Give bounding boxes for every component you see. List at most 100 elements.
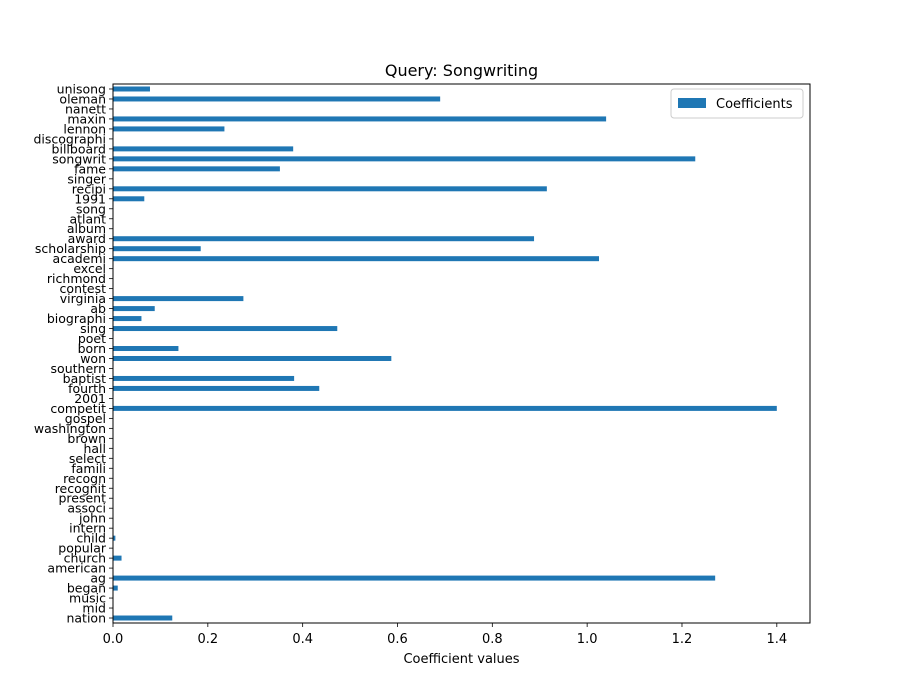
y-tick-label: oleman <box>59 91 106 106</box>
bar-nation <box>113 615 173 621</box>
plot-frame <box>112 83 811 624</box>
bar-ab <box>113 306 155 312</box>
y-tick-label: washington <box>34 421 106 436</box>
x-tick-label: 0.0 <box>103 632 124 647</box>
bar-sing <box>113 326 338 332</box>
bar-lennon <box>113 126 225 132</box>
legend: Coefficients <box>670 88 804 119</box>
bar-won <box>113 355 392 361</box>
bar-church <box>113 555 122 561</box>
x-tick-label: 1.4 <box>766 632 787 647</box>
bar-fourth <box>113 385 320 391</box>
y-tick-label: fourth <box>68 381 106 396</box>
y-tick-label: excel <box>73 261 106 276</box>
bar-unisong <box>113 86 150 92</box>
y-tick-label: popular <box>58 541 107 556</box>
bar-academi <box>113 256 600 262</box>
legend-swatch <box>678 98 706 108</box>
x-tick-label: 0.6 <box>387 632 408 647</box>
y-tick-label: discographi <box>33 131 106 146</box>
y-tick-label: unisong <box>57 81 106 96</box>
y-tick-label: american <box>47 561 106 576</box>
y-tick-label: biographi <box>47 311 106 326</box>
x-tick-label: 0.2 <box>197 632 218 647</box>
y-tick-label: won <box>80 351 106 366</box>
plot-area <box>113 84 810 623</box>
y-tick-label: academi <box>53 251 106 266</box>
y-tick-label: recognit <box>55 481 106 496</box>
bar-billboard <box>113 146 294 152</box>
y-tick-label: gospel <box>65 411 106 426</box>
y-tick-label: church <box>64 551 106 566</box>
x-tick-label: 1.2 <box>672 632 693 647</box>
y-tick-label: southern <box>51 361 106 376</box>
y-tick-label: singer <box>67 171 107 186</box>
bar-baptist <box>113 375 295 381</box>
bar-biographi <box>113 316 142 322</box>
y-tick-label: famili <box>71 461 106 476</box>
x-tick-label: 1.0 <box>577 632 598 647</box>
bar-ag <box>113 575 716 581</box>
y-tick-label: 1991 <box>74 191 106 206</box>
bar-born <box>113 346 179 352</box>
y-tick-label: poet <box>78 331 106 346</box>
y-tick-label: lennon <box>63 121 106 136</box>
bar-fame <box>113 166 280 172</box>
y-tick-label: ag <box>90 571 106 586</box>
y-tick-label: ab <box>90 301 106 316</box>
bar-began <box>113 585 118 591</box>
y-tick-label: maxin <box>67 111 106 126</box>
y-tick-label: john <box>78 511 106 526</box>
bar-recipi <box>113 186 547 192</box>
y-tick-label: award <box>68 231 106 246</box>
legend-label: Coefficients <box>716 97 793 112</box>
y-tick-label: fame <box>74 161 106 176</box>
y-tick-label: select <box>69 451 106 466</box>
bar-scholarship <box>113 246 201 252</box>
y-tick-label: contest <box>60 281 107 296</box>
y-tick-label: billboard <box>52 141 106 156</box>
y-tick-label: music <box>69 591 106 606</box>
y-tick-label: nation <box>66 611 106 626</box>
y-tick-label: mid <box>82 601 106 616</box>
bar-maxin <box>113 116 607 122</box>
y-tick-label: scholarship <box>35 241 106 256</box>
y-tick-label: associ <box>67 501 106 516</box>
y-tick-label: intern <box>69 521 106 536</box>
y-tick-label: nanett <box>65 101 106 116</box>
bar-award <box>113 236 535 242</box>
y-tick-label: atlant <box>69 211 106 226</box>
y-tick-label: 2001 <box>74 391 106 406</box>
bar-virginia <box>113 296 244 302</box>
x-tick-label: 0.4 <box>292 632 313 647</box>
y-tick-label: child <box>76 531 106 546</box>
y-tick-label: brown <box>67 431 106 446</box>
x-axis-label: Coefficient values <box>403 652 519 667</box>
bar-competit <box>113 405 777 411</box>
chart-title: Query: Songwriting <box>385 61 538 80</box>
y-tick-label: baptist <box>63 371 106 386</box>
y-tick-label: richmond <box>47 271 106 286</box>
bars-layer <box>113 86 777 621</box>
y-axis-ticks: unisongolemannanettmaxinlennondiscograph… <box>33 81 113 626</box>
y-tick-label: present <box>58 491 106 506</box>
bar-songwrit <box>113 156 696 162</box>
y-tick-label: hall <box>83 441 106 456</box>
y-tick-label: recogn <box>63 471 106 486</box>
y-tick-label: album <box>67 221 106 236</box>
bar-oleman <box>113 96 441 102</box>
y-tick-label: born <box>78 341 106 356</box>
y-tick-label: virginia <box>60 291 106 306</box>
y-tick-label: began <box>67 581 106 596</box>
legend-box <box>670 88 804 119</box>
bar-child <box>113 535 116 541</box>
y-tick-label: recipi <box>72 181 106 196</box>
y-tick-label: song <box>76 201 106 216</box>
x-axis-ticks: 0.0 0.2 0.4 0.6 0.8 1.0 1.2 1.4 <box>103 623 787 647</box>
y-tick-label: songwrit <box>52 151 106 166</box>
bar-1991 <box>113 196 145 202</box>
y-tick-label: competit <box>50 401 106 416</box>
y-tick-label: sing <box>80 321 106 336</box>
x-tick-label: 0.8 <box>482 632 503 647</box>
